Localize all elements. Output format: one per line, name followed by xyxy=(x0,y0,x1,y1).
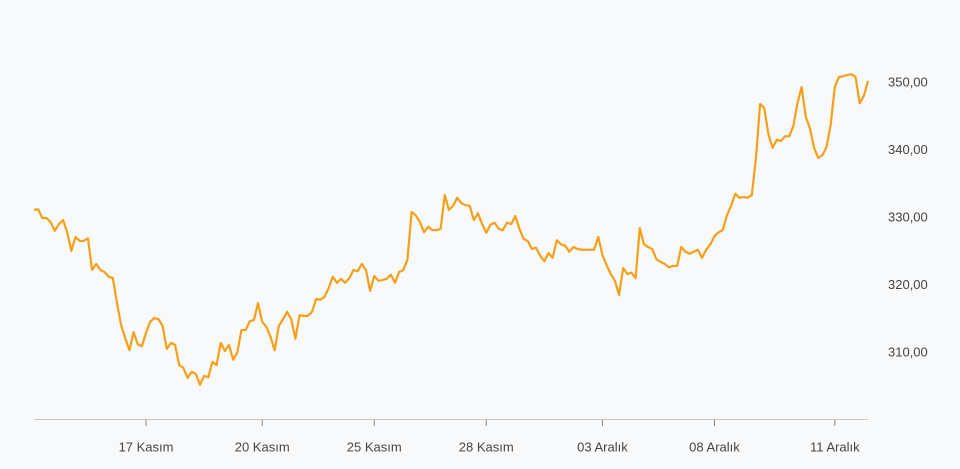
x-tick-label: 20 Kasım xyxy=(235,439,290,454)
y-tick-label: 350,00 xyxy=(888,74,928,89)
x-tick-label: 11 Aralık xyxy=(810,439,860,454)
x-tick-label: 03 Aralık xyxy=(577,439,628,454)
y-tick-label: 320,00 xyxy=(888,277,928,292)
x-tick-label: 28 Kasım xyxy=(459,439,514,454)
x-tick-label: 25 Kasım xyxy=(347,439,402,454)
price-line xyxy=(33,73,870,386)
y-tick-label: 330,00 xyxy=(888,209,928,224)
x-tick-label: 17 Kasım xyxy=(119,439,174,454)
y-tick-label: 340,00 xyxy=(888,142,928,157)
y-tick-label: 310,00 xyxy=(888,344,928,359)
x-tick-label: 08 Aralık xyxy=(689,439,740,454)
